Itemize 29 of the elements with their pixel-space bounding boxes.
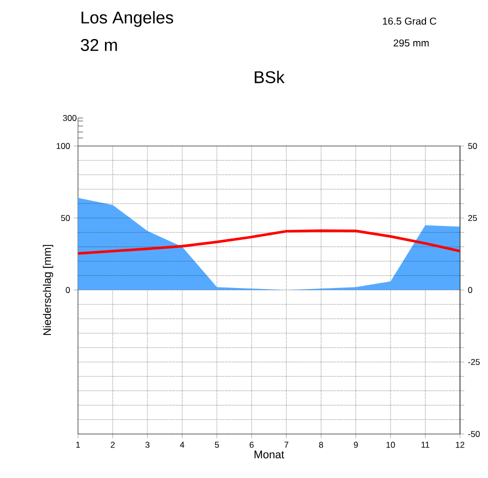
x-tick-label: 5 [214, 442, 219, 448]
y-tick-label: 50 [61, 214, 70, 221]
x-axis-title: Monat [254, 450, 284, 458]
chart-subtitle: 32 m [80, 38, 117, 52]
x-tick-label: 7 [284, 442, 288, 448]
text: 295 mm [394, 39, 429, 47]
text: BSk [254, 70, 285, 84]
text: 300 [62, 114, 76, 121]
y-tick-label: 0 [66, 286, 70, 293]
x-tick-label: 10 [386, 442, 395, 448]
x-tick-label: 8 [319, 442, 324, 448]
x-tick-label: 12 [456, 442, 464, 448]
y2-tick-label: -25 [468, 358, 480, 365]
y-tick-label: 100 [56, 142, 70, 149]
x-tick-label: 11 [422, 442, 430, 448]
text: 16.5 Grad C [382, 17, 436, 25]
y2-tick-label: 25 [468, 214, 477, 222]
y2-tick-label: 0 [468, 286, 472, 293]
y2-tick-label: 50 [468, 143, 477, 150]
y-axis-title: Niederschlag [mm] [42, 244, 54, 335]
y2-tick-label: -50 [468, 430, 480, 437]
x-tick-label: 3 [145, 442, 150, 448]
x-tick-label: 4 [180, 442, 184, 448]
x-tick-label: 2 [110, 442, 115, 448]
x-tick-label: 9 [354, 442, 358, 448]
line-series [78, 229, 460, 255]
x-tick-label: 1 [76, 442, 80, 448]
x-tick-label: 6 [250, 442, 254, 448]
chart-title: Los Angeles [82, 11, 174, 27]
